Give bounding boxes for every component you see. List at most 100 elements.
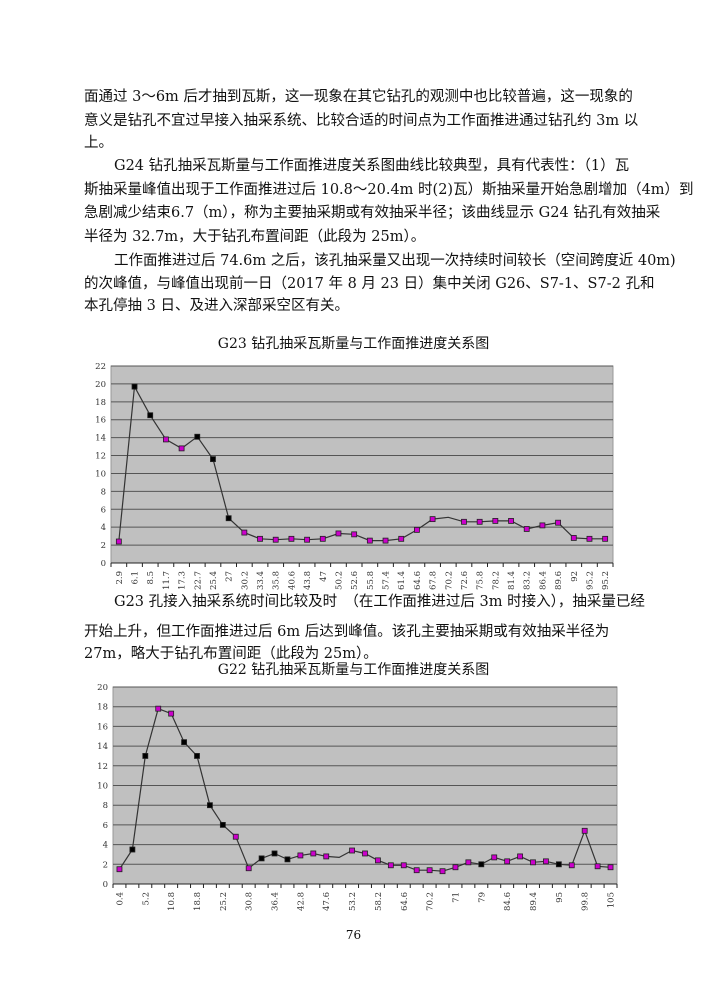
x-tick-label: 95.2 bbox=[601, 571, 611, 590]
x-tick-label: 18.8 bbox=[193, 892, 203, 911]
data-point bbox=[168, 710, 175, 717]
x-tick-label: 42.8 bbox=[296, 892, 306, 911]
x-tick-label: 64.6 bbox=[413, 571, 423, 590]
y-tick-label: 14 bbox=[95, 434, 106, 444]
data-point bbox=[530, 859, 536, 866]
text-line: 半径为 32.7m，大于钻孔布置间距（此段为 25m）。 bbox=[84, 229, 426, 245]
x-tick-label: 99.8 bbox=[581, 892, 591, 911]
x-tick-label: 33.4 bbox=[256, 571, 266, 590]
x-tick-label: 52.6 bbox=[350, 571, 360, 590]
y-tick-label: 2 bbox=[103, 860, 108, 870]
data-point bbox=[284, 856, 291, 863]
x-tick-label: 79 bbox=[477, 892, 487, 903]
data-point bbox=[147, 412, 154, 419]
data-point bbox=[178, 445, 185, 452]
data-point bbox=[258, 855, 265, 862]
x-tick-label: 105 bbox=[607, 892, 617, 908]
x-tick-label: 40.6 bbox=[287, 571, 297, 590]
data-point bbox=[594, 863, 601, 870]
x-tick-label: 95 bbox=[555, 892, 565, 903]
y-tick-label: 16 bbox=[97, 722, 108, 732]
x-tick-label: 89.6 bbox=[554, 571, 564, 590]
data-point bbox=[400, 862, 407, 869]
x-tick-label: 53.2 bbox=[348, 892, 358, 911]
data-point bbox=[304, 536, 310, 543]
x-tick-label: 47.6 bbox=[322, 892, 332, 911]
x-tick-label: 47 bbox=[319, 571, 329, 582]
x-tick-label: 30.2 bbox=[240, 571, 250, 590]
x-tick-label: 95.2 bbox=[585, 571, 595, 590]
data-point bbox=[129, 846, 136, 853]
data-point bbox=[555, 861, 562, 868]
x-tick-label: 64.6 bbox=[400, 892, 410, 911]
chart-title-g22: G22 钻孔抽采瓦斯量与工作面推进度关系图 bbox=[217, 662, 490, 678]
data-point bbox=[382, 537, 389, 544]
x-tick-label: 25.2 bbox=[219, 892, 229, 911]
data-point bbox=[163, 436, 169, 443]
y-tick-label: 8 bbox=[103, 801, 108, 811]
y-tick-label: 2 bbox=[101, 541, 106, 551]
data-point bbox=[555, 519, 561, 526]
x-tick-label: 70.2 bbox=[426, 892, 436, 911]
data-point bbox=[429, 516, 436, 523]
data-point bbox=[414, 526, 420, 533]
x-tick-label: 71 bbox=[451, 892, 461, 903]
data-point bbox=[219, 822, 226, 828]
data-point bbox=[426, 867, 433, 874]
x-tick-label: 11.7 bbox=[162, 571, 172, 590]
y-tick-label: 12 bbox=[95, 452, 106, 462]
chart-title-g23: G23 钻孔抽采瓦斯量与工作面推进度关系图 bbox=[217, 336, 490, 352]
data-point bbox=[452, 864, 459, 871]
data-point bbox=[319, 535, 326, 542]
data-point bbox=[271, 850, 278, 857]
data-point bbox=[570, 535, 577, 541]
data-point bbox=[568, 862, 575, 869]
y-tick-label: 22 bbox=[95, 362, 106, 372]
data-point bbox=[207, 802, 213, 809]
data-point bbox=[413, 867, 420, 874]
x-tick-label: 2.9 bbox=[115, 571, 125, 585]
x-tick-label: 36.4 bbox=[271, 892, 281, 911]
text-line: G24 钻孔抽采瓦斯量与工作面推进度关系图曲线比较典型，具有代表性：（1）瓦 bbox=[114, 158, 630, 174]
x-tick-label: 43.8 bbox=[303, 571, 313, 590]
data-point bbox=[116, 866, 123, 873]
x-tick-label: 86.4 bbox=[538, 571, 548, 590]
text-line: 面通过 3～6m 后才抽到瓦斯，这一现象在其它钻孔的观测中也比较普遍，这一现象的 bbox=[84, 89, 633, 105]
x-tick-label: 30.8 bbox=[245, 892, 255, 911]
data-point bbox=[439, 868, 446, 875]
y-tick-label: 18 bbox=[97, 703, 108, 713]
y-tick-label: 20 bbox=[95, 380, 106, 390]
y-tick-label: 10 bbox=[95, 469, 106, 479]
text-line: 上。 bbox=[84, 135, 113, 151]
text-line: 27m，略大于钻孔布置间距（此段为 25m）。 bbox=[84, 646, 378, 662]
x-tick-label: 58.2 bbox=[374, 892, 384, 911]
data-point bbox=[602, 535, 609, 542]
x-tick-label: 92 bbox=[570, 571, 580, 582]
data-point bbox=[539, 522, 546, 529]
data-point bbox=[351, 531, 358, 538]
x-tick-label: 50.2 bbox=[334, 571, 344, 590]
y-tick-label: 20 bbox=[97, 683, 108, 693]
x-tick-label: 89.4 bbox=[529, 892, 539, 911]
data-point bbox=[461, 518, 467, 525]
data-point bbox=[232, 833, 239, 840]
data-point bbox=[194, 433, 201, 440]
text-line: 开始上升，但工作面推进过后 6m 后达到峰值。该孔主要抽采期或有效抽采半径为 bbox=[84, 624, 610, 640]
data-point bbox=[181, 739, 187, 746]
x-tick-label: 25.4 bbox=[209, 571, 219, 590]
data-point bbox=[115, 538, 122, 545]
y-tick-label: 0 bbox=[103, 880, 108, 890]
y-tick-label: 6 bbox=[101, 505, 106, 515]
data-point bbox=[478, 861, 485, 868]
x-tick-label: 22.7 bbox=[193, 571, 203, 590]
data-point bbox=[288, 535, 295, 542]
x-tick-label: 67.8 bbox=[429, 571, 439, 590]
data-point bbox=[335, 530, 342, 537]
data-point bbox=[241, 529, 248, 536]
data-point bbox=[517, 853, 523, 860]
y-tick-label: 8 bbox=[101, 487, 106, 497]
y-tick-label: 10 bbox=[97, 782, 108, 792]
data-point bbox=[362, 850, 368, 857]
